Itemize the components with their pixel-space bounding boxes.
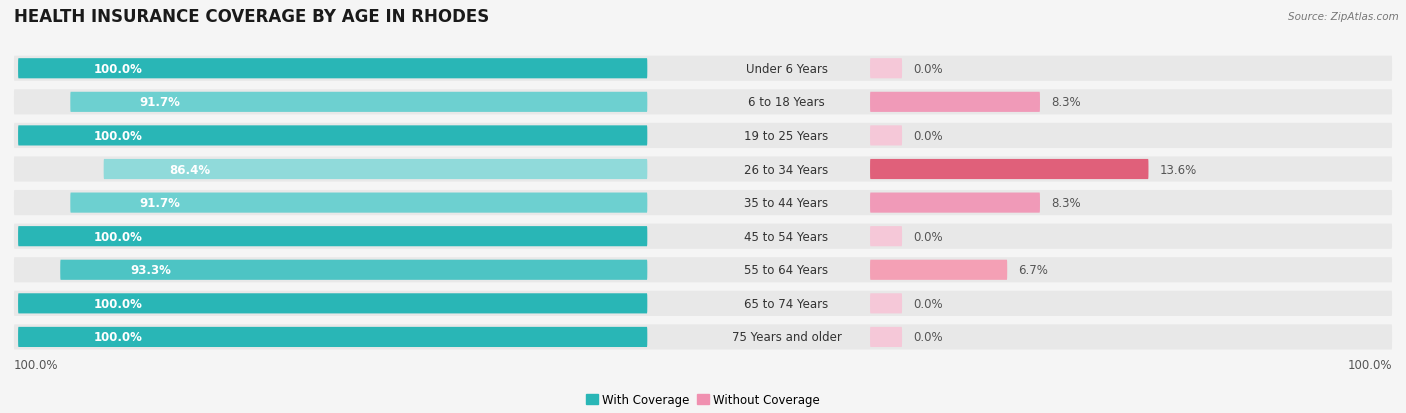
Text: 0.0%: 0.0% [914, 130, 943, 142]
FancyBboxPatch shape [18, 294, 647, 313]
Text: HEALTH INSURANCE COVERAGE BY AGE IN RHODES: HEALTH INSURANCE COVERAGE BY AGE IN RHOD… [14, 7, 489, 26]
Text: 100.0%: 100.0% [94, 63, 142, 76]
Text: Under 6 Years: Under 6 Years [745, 63, 828, 76]
Text: 75 Years and older: 75 Years and older [731, 331, 841, 344]
FancyBboxPatch shape [60, 260, 647, 280]
Text: 55 to 64 Years: 55 to 64 Years [744, 263, 828, 277]
FancyBboxPatch shape [870, 260, 1007, 280]
Legend: With Coverage, Without Coverage: With Coverage, Without Coverage [581, 388, 825, 411]
FancyBboxPatch shape [14, 190, 1392, 216]
Text: 100.0%: 100.0% [94, 331, 142, 344]
FancyBboxPatch shape [14, 224, 1392, 249]
Text: 8.3%: 8.3% [1052, 96, 1081, 109]
Text: 100.0%: 100.0% [14, 358, 59, 371]
Text: 91.7%: 91.7% [139, 96, 180, 109]
FancyBboxPatch shape [14, 123, 1392, 149]
Text: 100.0%: 100.0% [94, 130, 142, 142]
Text: 0.0%: 0.0% [914, 297, 943, 310]
Text: 0.0%: 0.0% [914, 331, 943, 344]
FancyBboxPatch shape [14, 90, 1392, 115]
FancyBboxPatch shape [870, 193, 1040, 213]
Text: 6.7%: 6.7% [1018, 263, 1049, 277]
Text: 65 to 74 Years: 65 to 74 Years [744, 297, 828, 310]
Text: 0.0%: 0.0% [914, 63, 943, 76]
FancyBboxPatch shape [870, 159, 1149, 180]
FancyBboxPatch shape [14, 157, 1392, 182]
FancyBboxPatch shape [18, 59, 647, 79]
Text: 93.3%: 93.3% [131, 263, 172, 277]
FancyBboxPatch shape [870, 227, 903, 247]
FancyBboxPatch shape [870, 294, 903, 313]
Text: 6 to 18 Years: 6 to 18 Years [748, 96, 825, 109]
Text: 0.0%: 0.0% [914, 230, 943, 243]
FancyBboxPatch shape [18, 126, 647, 146]
Text: 26 to 34 Years: 26 to 34 Years [744, 163, 828, 176]
FancyBboxPatch shape [870, 93, 1040, 113]
FancyBboxPatch shape [18, 327, 647, 347]
FancyBboxPatch shape [70, 193, 647, 213]
Text: 100.0%: 100.0% [94, 297, 142, 310]
FancyBboxPatch shape [14, 57, 1392, 82]
FancyBboxPatch shape [870, 59, 903, 79]
Text: 35 to 44 Years: 35 to 44 Years [744, 197, 828, 209]
FancyBboxPatch shape [14, 258, 1392, 282]
Text: 19 to 25 Years: 19 to 25 Years [744, 130, 828, 142]
FancyBboxPatch shape [104, 159, 647, 180]
Text: 13.6%: 13.6% [1160, 163, 1197, 176]
Text: 45 to 54 Years: 45 to 54 Years [744, 230, 828, 243]
Text: 86.4%: 86.4% [169, 163, 209, 176]
FancyBboxPatch shape [14, 291, 1392, 316]
FancyBboxPatch shape [14, 325, 1392, 350]
Text: 91.7%: 91.7% [139, 197, 180, 209]
Text: 8.3%: 8.3% [1052, 197, 1081, 209]
FancyBboxPatch shape [870, 327, 903, 347]
FancyBboxPatch shape [18, 227, 647, 247]
Text: 100.0%: 100.0% [94, 230, 142, 243]
FancyBboxPatch shape [70, 93, 647, 113]
Text: 100.0%: 100.0% [1347, 358, 1392, 371]
Text: Source: ZipAtlas.com: Source: ZipAtlas.com [1288, 12, 1399, 22]
FancyBboxPatch shape [870, 126, 903, 146]
